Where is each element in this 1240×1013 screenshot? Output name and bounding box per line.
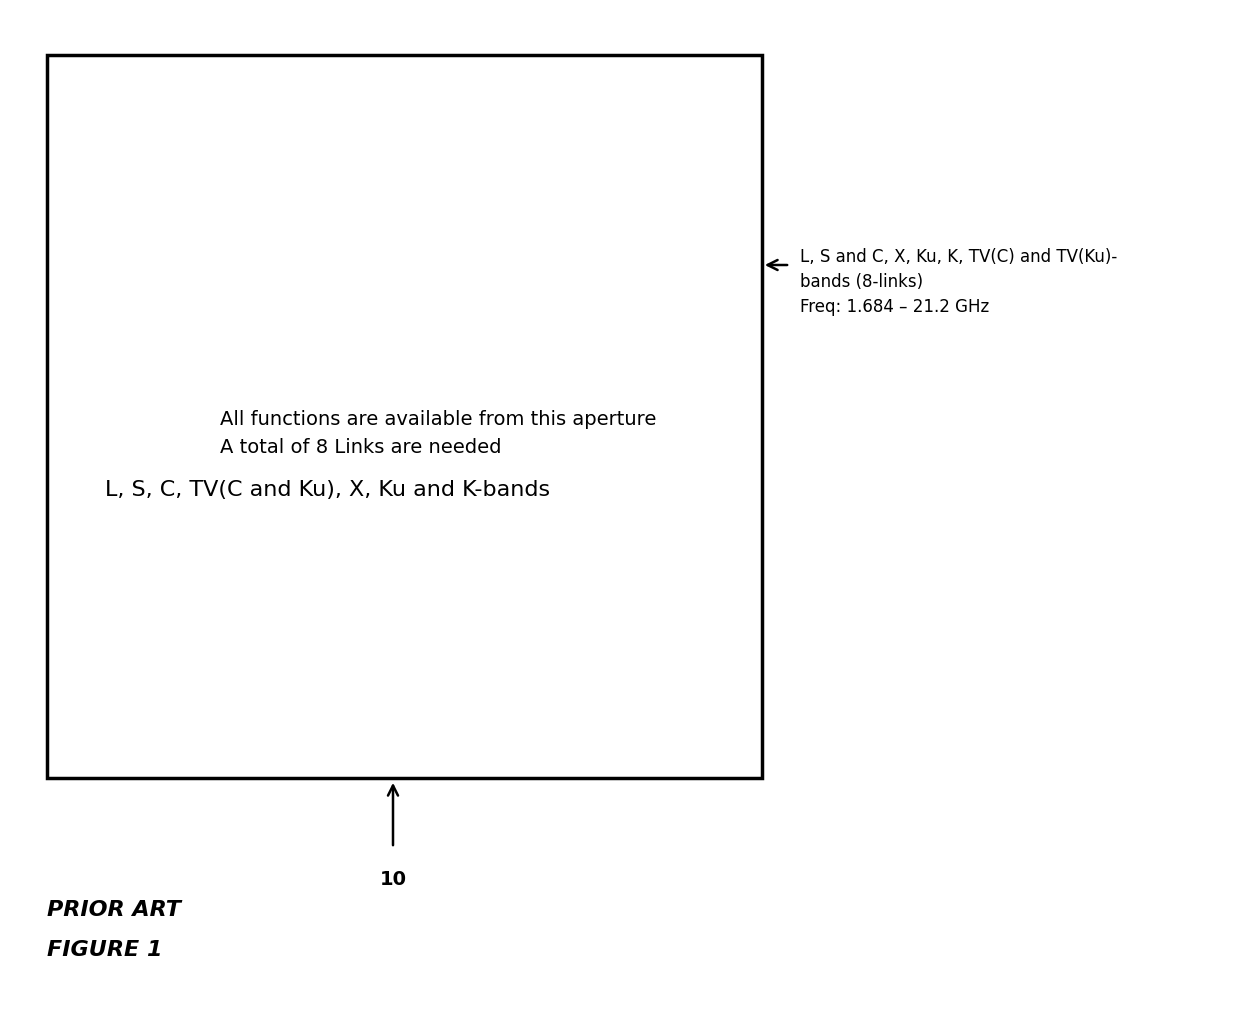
Text: PRIOR ART: PRIOR ART	[47, 900, 181, 920]
Text: L, S and C, X, Ku, K, TV(C) and TV(Ku)-
bands (8-links)
Freq: 1.684 – 21.2 GHz: L, S and C, X, Ku, K, TV(C) and TV(Ku)- …	[800, 248, 1117, 316]
Text: 10: 10	[379, 870, 407, 889]
Text: FIGURE 1: FIGURE 1	[47, 940, 162, 960]
Bar	[47, 55, 763, 778]
Text: All functions are available from this aperture
A total of 8 Links are needed: All functions are available from this ap…	[219, 410, 656, 457]
Text: L, S, C, TV(C and Ku), X, Ku and K-bands: L, S, C, TV(C and Ku), X, Ku and K-bands	[105, 480, 551, 500]
